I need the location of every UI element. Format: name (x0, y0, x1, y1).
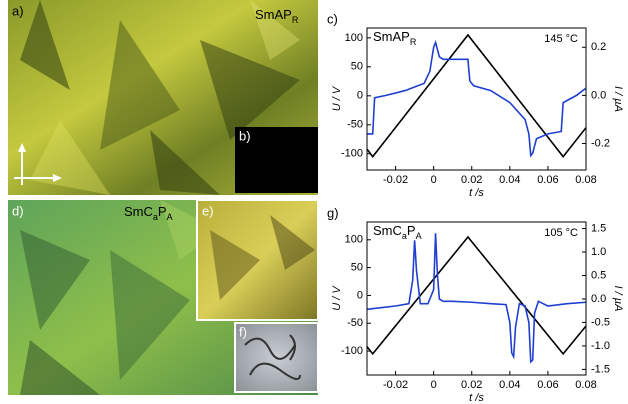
y2-tick-label: 0.2 (591, 41, 606, 53)
y2-tick-label: 0.0 (591, 89, 606, 101)
panel-label: d) (12, 203, 24, 218)
y-axis-label: U / V (331, 85, 343, 111)
data-line (366, 235, 587, 356)
y2-tick-label: 1.5 (591, 222, 606, 234)
annotation: 145 °C (544, 33, 578, 45)
y-tick-label: 100 (345, 32, 363, 44)
y-tick-label: 50 (351, 61, 363, 73)
sample-label: SmCaPA (124, 204, 173, 222)
y-tick-label: -100 (341, 148, 363, 160)
micrograph-a (8, 0, 318, 195)
sample-label: SmAPR (255, 7, 299, 25)
data-line (367, 39, 587, 158)
x-tick-label: 0.02 (461, 174, 482, 186)
panel-label: a) (12, 3, 24, 18)
panel-label: c) (327, 11, 338, 26)
x-axis-label: t /s (469, 392, 484, 404)
sample-label: SmCaPA (373, 223, 422, 241)
panel-label: f) (239, 324, 247, 339)
panel-label: e) (202, 203, 214, 218)
y-tick-label: -100 (341, 345, 363, 357)
plot-frame (366, 221, 587, 376)
y2-tick-label: 0.0 (591, 293, 606, 305)
y2-axis-label: I / µA (612, 286, 624, 312)
y2-tick-label: -0.2 (591, 137, 610, 149)
x-tick-label: 0.08 (575, 174, 596, 186)
plot-frame (366, 27, 587, 171)
x-tick-label: 0.06 (537, 379, 558, 391)
sample-part: P (158, 204, 167, 219)
y2-tick-label: -1.5 (591, 363, 610, 375)
data-line (366, 233, 587, 364)
x-tick-label: 0 (431, 379, 437, 391)
y2-axis-label: I / µA (612, 86, 624, 112)
panel-label: b) (239, 128, 251, 143)
x-tick-label: -0.02 (383, 379, 408, 391)
y-tick-label: 0 (357, 289, 363, 301)
sample-sub: a (402, 231, 407, 241)
micrograph-f (234, 322, 319, 393)
micrograph-e (196, 199, 319, 321)
y-tick-label: -50 (347, 317, 363, 329)
panel-label: g) (327, 205, 339, 220)
sample-sub: A (167, 212, 173, 222)
sample-part: SmAP (255, 7, 292, 22)
x-tick-label: -0.02 (383, 174, 408, 186)
sample-label: SmAPR (373, 29, 417, 47)
y-tick-label: 100 (345, 234, 363, 246)
sample-part: P (407, 223, 416, 238)
x-tick-label: 0.08 (575, 379, 596, 391)
sample-part: SmC (373, 223, 402, 238)
x-tick-label: 0.04 (499, 174, 520, 186)
y2-tick-label: -1.0 (591, 340, 610, 352)
y-axis-label: U / V (331, 285, 343, 311)
y2-tick-label: 0.5 (591, 269, 606, 281)
y-tick-label: -50 (347, 119, 363, 131)
sample-sub: R (292, 15, 299, 25)
y-tick-label: 50 (351, 262, 363, 274)
x-tick-label: 0.02 (461, 379, 482, 391)
y2-tick-label: -0.5 (591, 316, 610, 328)
sample-sub: R (410, 37, 417, 47)
sample-part: SmC (124, 204, 153, 219)
annotation: 105 °C (544, 227, 578, 239)
x-axis-label: t /s (469, 187, 484, 199)
sample-sub: A (416, 231, 422, 241)
x-tick-label: 0 (431, 174, 437, 186)
x-tick-label: 0.06 (537, 174, 558, 186)
sample-sub: a (153, 212, 158, 222)
x-tick-label: 0.04 (499, 379, 520, 391)
y2-tick-label: 1.0 (591, 246, 606, 258)
y-tick-label: 0 (357, 90, 363, 102)
sample-part: SmAP (373, 29, 410, 44)
micrograph-b (235, 127, 318, 193)
data-line (366, 33, 587, 158)
